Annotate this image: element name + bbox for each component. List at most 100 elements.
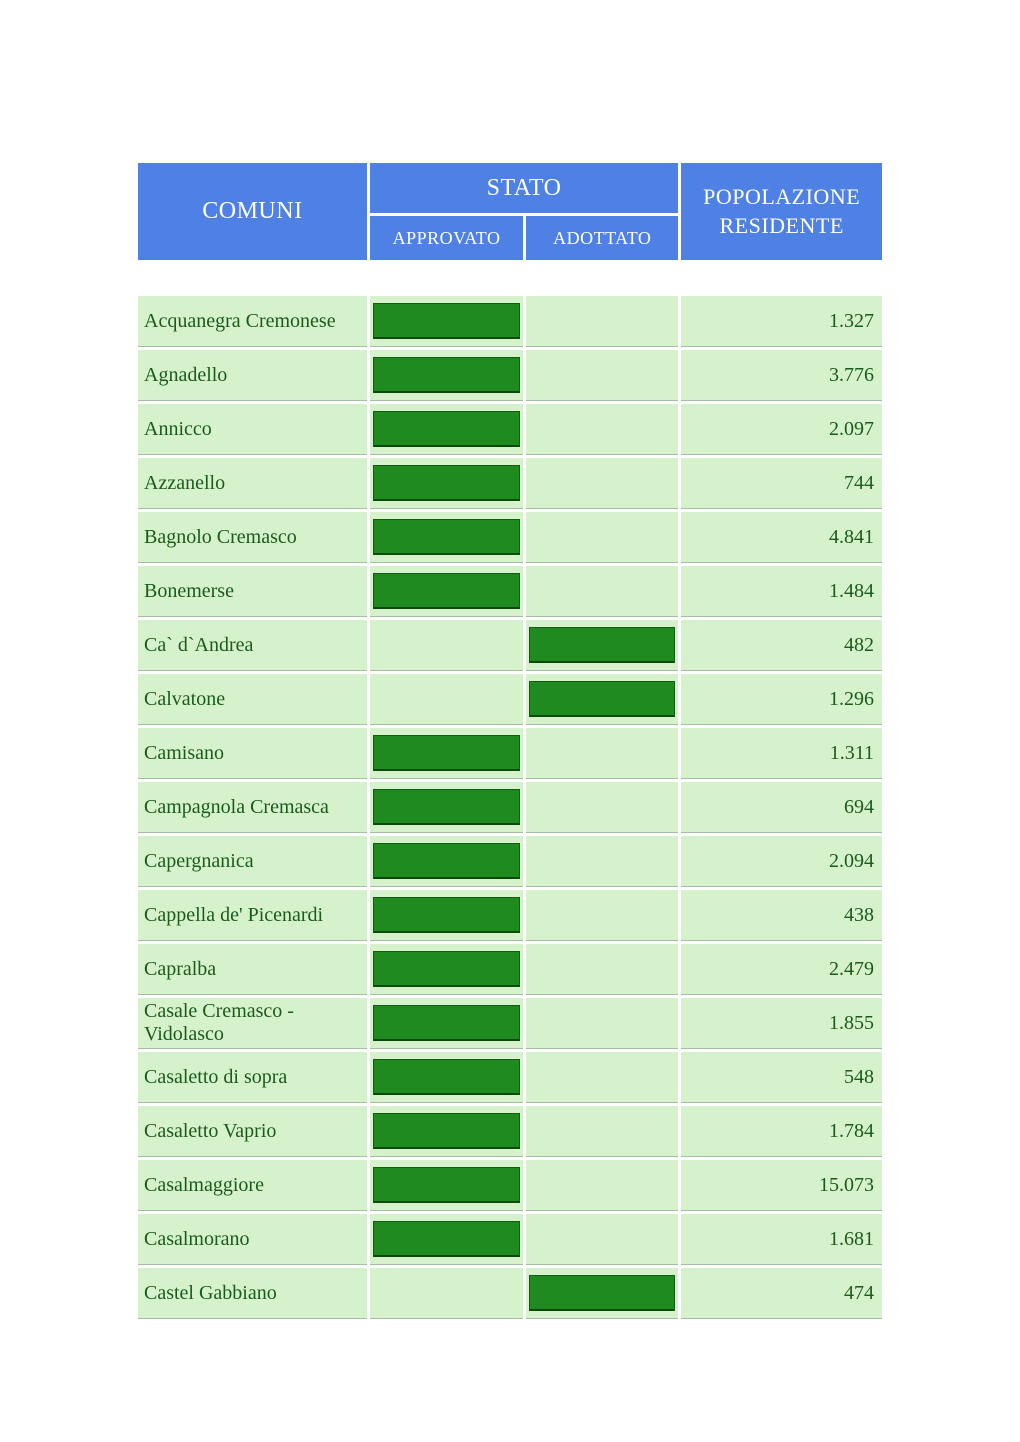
table-row: Casaletto Vaprio 1.784 [138, 1106, 882, 1157]
approvato-marker [373, 897, 520, 933]
comune-name: Ca` d`Andrea [138, 620, 367, 671]
popolazione-value: 2.094 [681, 836, 882, 887]
comune-name: Capergnanica [138, 836, 367, 887]
adottato-marker [529, 627, 675, 663]
approvato-marker [373, 1059, 520, 1095]
adottato-marker [529, 681, 675, 717]
adottato-cell [526, 1214, 678, 1265]
approvato-marker [373, 1005, 520, 1041]
table-row: Calvatone 1.296 [138, 674, 882, 725]
comune-name: Casalmorano [138, 1214, 367, 1265]
comune-name: Azzanello [138, 458, 367, 509]
adottato-cell [526, 890, 678, 941]
approvato-marker [373, 789, 520, 825]
approvato-cell [370, 836, 523, 887]
adottato-cell [526, 1052, 678, 1103]
popolazione-value: 744 [681, 458, 882, 509]
approvato-cell [370, 998, 523, 1049]
approvato-marker [373, 411, 520, 447]
popolazione-value: 438 [681, 890, 882, 941]
approvato-cell [370, 1268, 523, 1319]
table-row: Cappella de' Picenardi 438 [138, 890, 882, 941]
approvato-cell [370, 674, 523, 725]
header-approvato: APPROVATO [370, 216, 523, 260]
popolazione-value: 2.097 [681, 404, 882, 455]
header-pop-line1: POPOLAZIONE [703, 184, 860, 209]
popolazione-value: 482 [681, 620, 882, 671]
table-container: COMUNI STATO POPOLAZIONE RESIDENTE APPRO… [135, 160, 885, 1322]
approvato-cell [370, 1214, 523, 1265]
approvato-cell [370, 620, 523, 671]
table-row: Bonemerse1.484 [138, 566, 882, 617]
table-row: Casale Cremasco - Vidolasco 1.855 [138, 998, 882, 1049]
table-row: Casaletto di sopra 548 [138, 1052, 882, 1103]
approvato-marker [373, 519, 520, 555]
comune-name: Calvatone [138, 674, 367, 725]
adottato-cell [526, 782, 678, 833]
table-row: Ca` d`Andrea 482 [138, 620, 882, 671]
approvato-cell [370, 1160, 523, 1211]
adottato-cell [526, 512, 678, 563]
popolazione-value: 1.327 [681, 296, 882, 347]
header-adottato: ADOTTATO [526, 216, 678, 260]
comune-name: Casaletto Vaprio [138, 1106, 367, 1157]
table-row: Agnadello 3.776 [138, 350, 882, 401]
popolazione-value: 474 [681, 1268, 882, 1319]
popolazione-value: 3.776 [681, 350, 882, 401]
adottato-cell [526, 836, 678, 887]
adottato-cell [526, 296, 678, 347]
adottato-cell [526, 404, 678, 455]
adottato-cell [526, 1268, 678, 1319]
approvato-cell [370, 404, 523, 455]
comune-name: Capralba [138, 944, 367, 995]
popolazione-value: 15.073 [681, 1160, 882, 1211]
approvato-cell [370, 1052, 523, 1103]
adottato-cell [526, 1160, 678, 1211]
popolazione-value: 548 [681, 1052, 882, 1103]
header-popolazione: POPOLAZIONE RESIDENTE [681, 163, 882, 260]
approvato-cell [370, 566, 523, 617]
comune-name: Annicco [138, 404, 367, 455]
adottato-cell [526, 1106, 678, 1157]
approvato-marker [373, 951, 520, 987]
approvato-marker [373, 573, 520, 609]
approvato-cell [370, 512, 523, 563]
comune-name: Agnadello [138, 350, 367, 401]
table-row: Capralba 2.479 [138, 944, 882, 995]
header-stato: STATO [370, 163, 678, 213]
popolazione-value: 2.479 [681, 944, 882, 995]
approvato-cell [370, 350, 523, 401]
approvato-marker [373, 1113, 520, 1149]
popolazione-value: 694 [681, 782, 882, 833]
popolazione-value: 1.296 [681, 674, 882, 725]
comune-name: Casale Cremasco - Vidolasco [138, 998, 367, 1049]
adottato-cell [526, 620, 678, 671]
popolazione-value: 1.484 [681, 566, 882, 617]
popolazione-value: 1.311 [681, 728, 882, 779]
approvato-marker [373, 1221, 520, 1257]
approvato-marker [373, 843, 520, 879]
approvato-cell [370, 890, 523, 941]
approvato-marker [373, 303, 520, 339]
comune-name: Casalmaggiore [138, 1160, 367, 1211]
popolazione-value: 1.681 [681, 1214, 882, 1265]
adottato-cell [526, 566, 678, 617]
table-row: Annicco 2.097 [138, 404, 882, 455]
adottato-cell [526, 350, 678, 401]
popolazione-value: 1.784 [681, 1106, 882, 1157]
adottato-cell [526, 674, 678, 725]
table-row: Castel Gabbiano474 [138, 1268, 882, 1319]
approvato-cell [370, 782, 523, 833]
table-row: Campagnola Cremasca694 [138, 782, 882, 833]
approvato-cell [370, 728, 523, 779]
adottato-cell [526, 728, 678, 779]
popolazione-value: 1.855 [681, 998, 882, 1049]
comune-name: Acquanegra Cremonese [138, 296, 367, 347]
header-pop-line2: RESIDENTE [720, 213, 844, 238]
adottato-cell [526, 998, 678, 1049]
approvato-cell [370, 296, 523, 347]
comune-name: Cappella de' Picenardi [138, 890, 367, 941]
approvato-cell [370, 1106, 523, 1157]
table-row: Casalmaggiore 15.073 [138, 1160, 882, 1211]
comune-name: Casaletto di sopra [138, 1052, 367, 1103]
